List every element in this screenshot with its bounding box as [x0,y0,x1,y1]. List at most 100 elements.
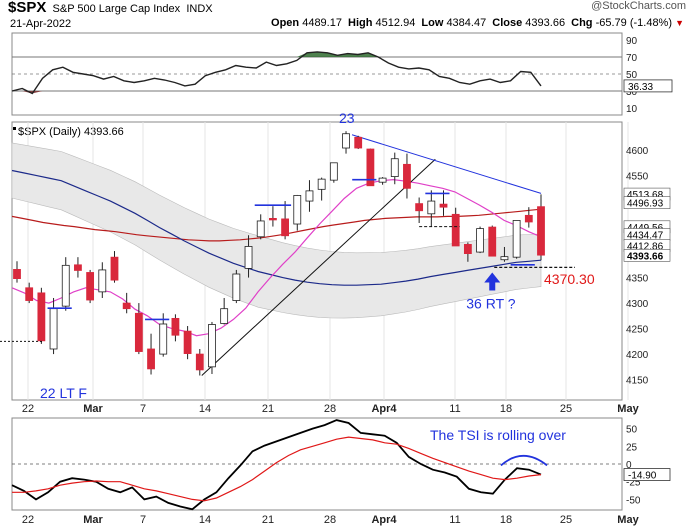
rsi-last-label: 36.33 [628,82,653,93]
x-tick-label: Apr4 [371,403,397,415]
candle-body [171,317,180,336]
open-label: Open [271,17,300,29]
price-tick-label: 4350 [626,274,649,285]
high-value: 4512.94 [375,17,416,29]
close-label: Close [492,17,523,29]
candle-body [98,269,107,293]
rsi-tick-label: 90 [626,36,638,47]
candle-body [329,162,338,181]
candle-body [512,220,521,258]
candle-body [366,148,375,187]
open-value: 4489.17 [302,17,342,29]
candle-body [61,264,70,307]
down-triangle-icon: ▼ [675,18,684,28]
price-tick-label: 4250 [626,325,649,336]
candle-body [110,256,119,281]
candle-body [378,177,387,183]
x-tick-label: Apr4 [371,514,397,526]
price-x-axis: 22 Mar 7 14 21 28 Apr4 11 18 25 May [22,403,640,415]
annotation-23: 23 [339,110,355,126]
chart-date: 21-Apr-2022 [10,18,72,30]
tsi-tick-label: 25 [626,442,638,453]
candle-body [208,324,216,368]
price-label-box [623,249,671,262]
price-label-box [623,196,671,209]
candle-body [74,264,82,271]
rsi-panel: 90 70 50 30 10 36.33 [11,32,673,116]
x-tick-label: 28 [324,403,336,415]
candle-body [500,256,509,261]
bollinger-band [11,142,542,319]
price-tick-label: 4550 [626,172,649,183]
candle-body [159,323,168,355]
x-tick-label: 21 [262,514,274,526]
x-tick-label: 28 [324,514,336,526]
price-tick-label: 4300 [626,299,649,310]
candle-body [305,190,314,202]
watermark: @StockCharts.com [591,0,686,12]
up-arrow-icon [484,272,501,291]
legend-marker [13,127,16,130]
tsi-line [11,419,542,511]
downtrend-line [351,134,542,194]
tsi-last-box [623,468,671,481]
exchange: INDX [186,3,213,15]
price-label: 4496.93 [627,199,664,210]
x-tick-label: 25 [560,514,572,526]
x-tick-label: 11 [449,403,460,415]
low-label: Low [421,17,444,29]
x-tick-label: May [617,403,639,415]
x-tick-label: 14 [199,514,211,526]
annotation-36rt: 36 RT ? [466,296,516,312]
rsi-tick-label: 10 [626,104,638,115]
low-value: 4384.47 [446,17,487,29]
tsi-tick-label: 50 [626,425,638,436]
price-label: 4434.47 [627,230,664,241]
rolling-over-arc [500,454,548,467]
x-tick-label: Mar [83,403,103,415]
candle-body [524,214,533,223]
x-tick-label: 18 [500,514,512,526]
tsi-panel: 50 25 0 -25 -50 -14.90 The TSI is rolling over [11,417,671,511]
candle-body [342,133,350,149]
x-tick-label: Mar [83,514,103,526]
uptrend-line [201,158,436,376]
candle-body [244,246,253,269]
price-tick-label: 4200 [626,350,649,361]
candle-body [463,244,472,255]
candle-body [293,195,302,225]
candle-body [195,353,204,371]
symbol: $SPX [8,0,47,16]
candle-body [13,269,21,279]
annotation-4370: 4370.30 [544,271,595,287]
annotation-22ltf: 22 LT F [40,385,87,401]
x-tick-label: May [617,514,639,526]
rsi-tick-label: 50 [626,70,638,81]
candle-body [269,218,277,221]
rsi-line [11,51,542,95]
price-panel: $SPX (Daily) 4393.6646004550450044504400… [0,110,671,401]
candle-body [134,312,143,352]
x-tick-label: 7 [140,403,146,415]
candle-body [390,158,399,177]
candle-body [147,348,155,370]
candle-body [86,272,95,301]
x-tick-label: 22 [22,403,34,415]
candle-body [415,203,424,212]
candle-body [37,292,46,342]
candle-body [232,273,241,301]
price-tick-label: 4600 [626,146,649,157]
candle-body [354,136,363,149]
tsi-tick-label: 0 [626,460,632,471]
tsi-x-axis: 22 Mar 7 14 21 28 Apr4 11 18 25 May [22,514,640,526]
price-label: 4513.68 [627,190,664,201]
candle-body [427,200,436,215]
symbol-title: $SPX S&P 500 Large Cap Index INDX [8,0,213,16]
candle-body [439,203,448,208]
ma-blue-line [11,169,542,286]
x-tick-label: 22 [22,514,34,526]
close-value: 4393.66 [525,17,566,29]
tsi-tick-label: -50 [626,495,641,506]
